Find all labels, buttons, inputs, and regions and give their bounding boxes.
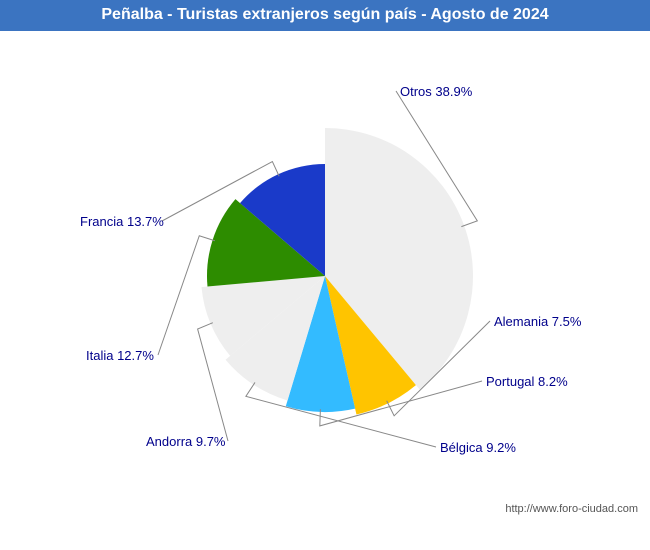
chart-title: Peñalba - Turistas extranjeros según paí…: [101, 6, 548, 23]
pie-chart-svg: [0, 31, 650, 521]
slice-label: Alemania 7.5%: [494, 315, 581, 328]
slice-label: Francia 13.7%: [80, 215, 164, 228]
pie-chart-area: Otros 38.9% Alemania 7.5% Portugal 8.2% Bél…: [0, 31, 650, 521]
slice-label: Italia 12.7%: [86, 349, 154, 362]
chart-title-bar: Peñalba - Turistas extranjeros según paí…: [0, 0, 650, 31]
slice-label: Bélgica 9.2%: [440, 441, 516, 454]
slice-label: Otros 38.9%: [400, 85, 472, 98]
slice-label: Andorra 9.7%: [146, 435, 226, 448]
footer-url: http://www.foro-ciudad.com: [505, 503, 638, 515]
slice-label: Portugal 8.2%: [486, 375, 568, 388]
